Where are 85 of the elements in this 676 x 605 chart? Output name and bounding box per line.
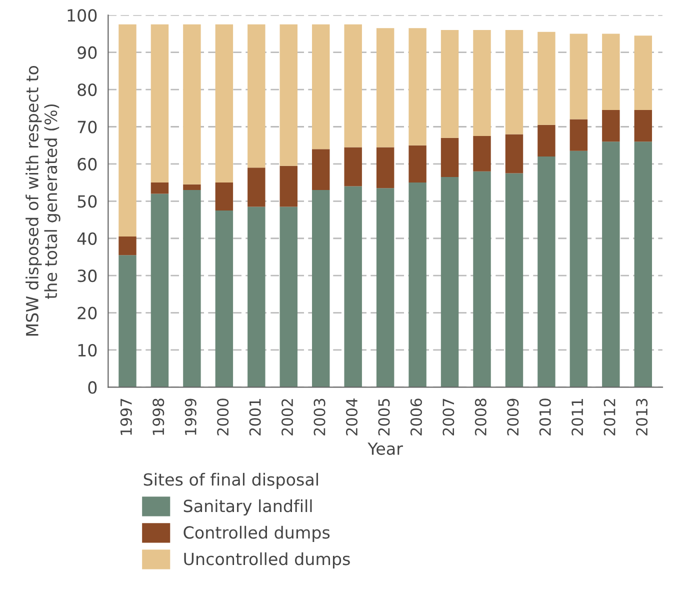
bar: [215, 210, 234, 388]
x-tick-label: 2006: [410, 398, 422, 436]
x-tick-label: 2010: [539, 398, 551, 436]
y-tick-label: 60: [78, 158, 97, 171]
bar: [570, 150, 588, 388]
bar: [344, 24, 362, 148]
x-tick-label: 2000: [217, 398, 229, 436]
bar: [215, 24, 234, 183]
x-tick-label: 2013: [636, 398, 648, 436]
y-tick-label: 30: [78, 270, 97, 282]
x-tick-label: 2002: [282, 399, 294, 436]
bar: [634, 110, 652, 142]
legend-label: Uncontrolled dumps: [184, 552, 350, 568]
y-tick-label: 20: [78, 306, 97, 320]
bar: [344, 186, 362, 388]
bar: [215, 182, 234, 210]
bar: [602, 142, 620, 388]
bar: [473, 171, 491, 388]
y-tick-label: 50: [78, 195, 97, 208]
y-tick-label: 70: [78, 120, 97, 134]
bar: [344, 147, 362, 186]
y-tick-label: 10: [78, 344, 97, 357]
bar: [602, 110, 620, 142]
x-tick-label: 2007: [442, 398, 454, 436]
bar: [505, 173, 524, 388]
bar: [408, 28, 426, 146]
bar: [473, 30, 491, 136]
x-tick-label: 2011: [572, 399, 584, 436]
y-tick-label: 40: [77, 232, 97, 245]
bar: [312, 190, 330, 388]
x-tick-label: 1997: [120, 398, 132, 435]
bar: [440, 138, 459, 177]
y-tick-label: 80: [78, 84, 97, 96]
bar: [183, 24, 201, 184]
bar: [280, 206, 298, 388]
x-tick-label: 2005: [378, 398, 390, 436]
bar: [312, 24, 330, 150]
bar: [440, 30, 459, 138]
x-tick-label: 1999: [184, 398, 196, 435]
bar: [280, 24, 298, 166]
bar: [183, 190, 201, 388]
legend-label: Controlled dumps: [184, 526, 330, 542]
y-tick-label: 100: [68, 9, 97, 22]
bar: [408, 182, 426, 388]
x-tick-label: 2012: [604, 399, 616, 436]
legend-title: Sites of final disposal: [144, 472, 318, 490]
y-tick-label: 90: [78, 46, 97, 59]
bar: [505, 134, 524, 174]
x-tick-label: 2003: [314, 398, 326, 436]
bar: [634, 142, 652, 388]
x-tick-label: 2001: [249, 399, 261, 436]
bar: [150, 182, 169, 194]
bar: [538, 156, 556, 388]
x-axis-title: Year: [368, 442, 403, 455]
bar: [248, 206, 266, 388]
x-tick-label: 1998: [152, 398, 164, 435]
x-tick-label: 2009: [507, 398, 519, 436]
bar: [248, 24, 266, 168]
y-axis-title: MSW disposed of with respect to the total generated (%): [26, 66, 60, 336]
bar: [408, 145, 426, 183]
bar: [376, 147, 394, 188]
bar: [312, 149, 330, 190]
bar: [280, 166, 298, 207]
bar: [118, 255, 136, 388]
bar: [440, 176, 459, 388]
y-tick-label: 0: [88, 381, 97, 394]
bar: [248, 168, 266, 207]
bar: [150, 194, 169, 388]
bar: [538, 32, 556, 125]
x-tick-label: 2004: [346, 398, 358, 436]
bar: [150, 24, 169, 183]
bar: [570, 119, 588, 151]
bar: [118, 236, 136, 256]
legend-label: Sanitary landfill: [184, 499, 312, 516]
bar: [376, 28, 394, 148]
bar: [602, 34, 620, 110]
bar: [118, 24, 136, 237]
bar: [570, 34, 588, 120]
bar: [183, 184, 201, 190]
x-tick-label: 2008: [474, 398, 486, 436]
bar: [634, 36, 652, 110]
bar: [505, 30, 524, 134]
bar: [376, 188, 394, 388]
bar: [538, 124, 556, 157]
bar: [473, 136, 491, 172]
